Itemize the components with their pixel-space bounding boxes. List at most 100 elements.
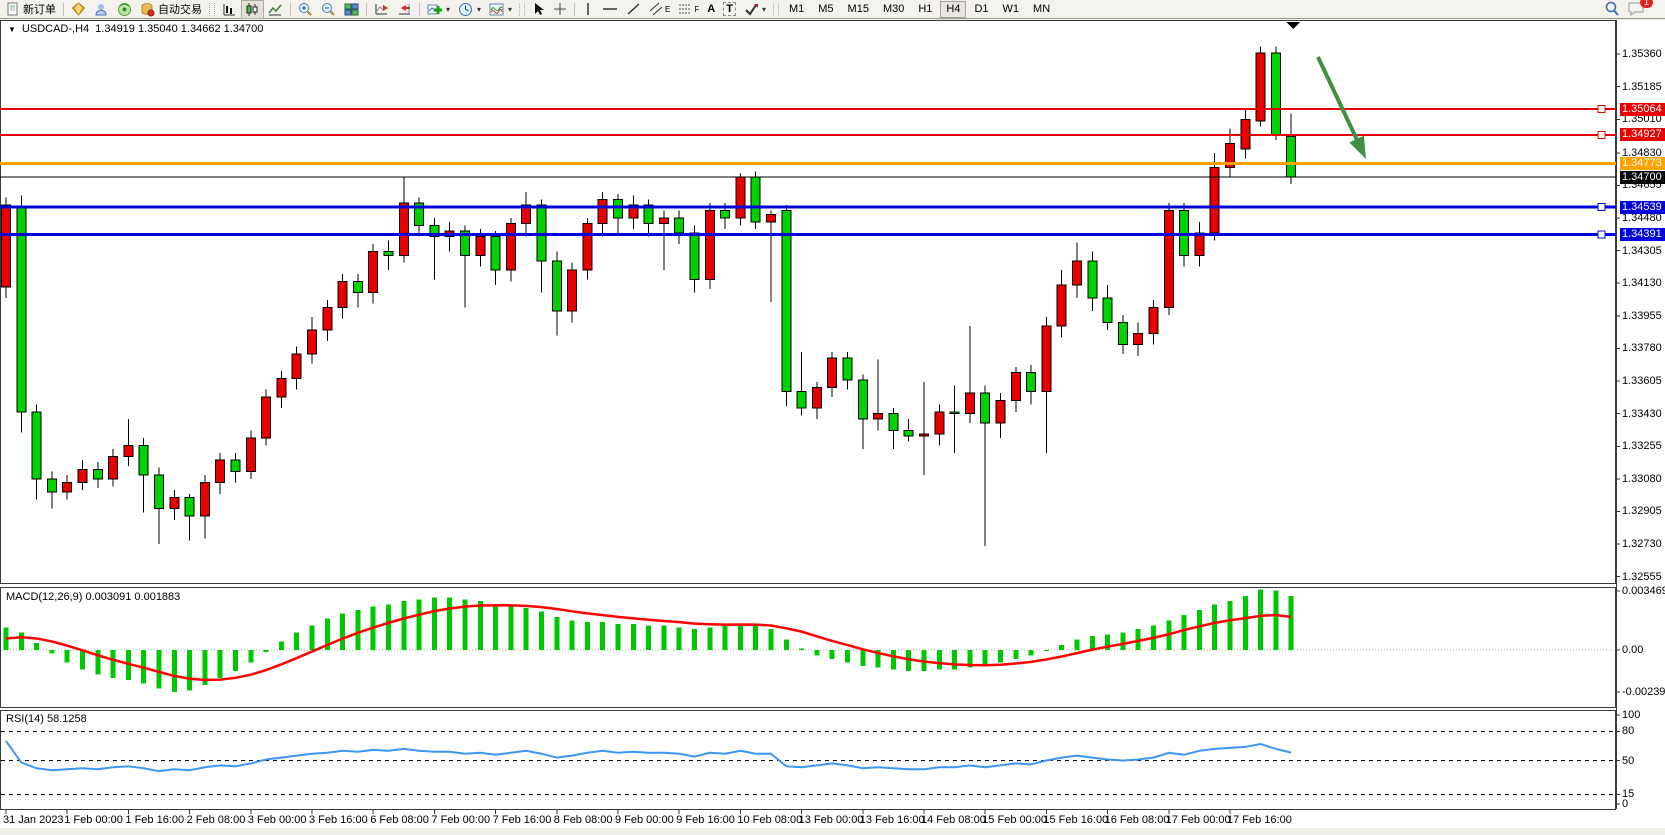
profile-button[interactable] (90, 0, 113, 19)
timeframe-h1[interactable]: H1 (918, 2, 933, 15)
timeframe-mn[interactable]: MN (1033, 2, 1051, 15)
timeframe-d1[interactable]: D1 (974, 2, 989, 15)
vertical-line-icon (587, 3, 589, 15)
trendline-button[interactable] (622, 0, 645, 19)
rsi-axis-label: 15 (1622, 788, 1635, 801)
separator (574, 2, 576, 16)
fibonacci-button[interactable]: F (674, 0, 703, 19)
indicators-button[interactable]: ▾ (423, 0, 454, 19)
autotrading-button[interactable]: 自动交易 (136, 0, 206, 19)
price-axis-label: 1.34305 (1622, 244, 1662, 257)
trendline-icon (627, 3, 640, 15)
price-line-badge: 1.34391 (1620, 228, 1665, 242)
price-axis-label: 1.33430 (1622, 407, 1662, 420)
main-panel[interactable] (0, 20, 1616, 584)
autotrading-label: 自动交易 (158, 4, 202, 16)
text-label-button[interactable]: T (719, 0, 740, 19)
price-line-badge: 1.35064 (1620, 102, 1665, 116)
price-axis-label: 1.35010 (1622, 113, 1662, 126)
zoom-in-button[interactable] (294, 0, 317, 19)
new-order-button[interactable]: 新订单 (2, 0, 60, 19)
timeframe-m30[interactable]: M30 (882, 2, 905, 15)
time-axis-ticks (5, 810, 1231, 814)
crosshair-button[interactable] (549, 0, 571, 19)
price-line-badge: 1.34700 (1620, 170, 1665, 184)
tile-windows-button[interactable] (340, 0, 363, 19)
time-axis-label: 15 Feb 00:00 (982, 814, 1048, 826)
candlestick-button[interactable] (241, 0, 264, 19)
chevron-down-icon: ▾ (761, 4, 766, 14)
chevron-down-icon: ▾ (508, 4, 513, 14)
time-axis-label: 31 Jan 2023 (3, 814, 64, 826)
add-indicator-icon (427, 4, 442, 14)
rsi-axis-label: 50 (1622, 754, 1635, 767)
time-axis-label: 15 Feb 16:00 (1043, 814, 1109, 826)
rsi-series (1, 730, 1615, 795)
macd-panel[interactable] (0, 587, 1616, 708)
vertical-line-button[interactable] (578, 0, 598, 19)
time-axis-label: 14 Feb 08:00 (921, 814, 986, 826)
time-axis-label: 9 Feb 00:00 (615, 814, 674, 826)
channel-letter: E (665, 4, 671, 14)
time-axis-label: 8 Feb 08:00 (553, 814, 613, 826)
bar-chart-button[interactable] (218, 0, 241, 19)
channel-button[interactable]: E (645, 0, 674, 19)
collapse-triangle-icon[interactable]: ▼ (8, 24, 16, 34)
time-axis-label: 3 Feb 16:00 (309, 814, 368, 826)
zoom-out-button[interactable] (317, 0, 340, 19)
timeframe-m1[interactable]: M1 (788, 2, 805, 15)
macd-axis-label: 0.00 (1622, 644, 1644, 656)
macd-label: MACD(12,26,9) 0.003091 0.001883 (6, 591, 181, 603)
text-button[interactable]: A (703, 0, 719, 19)
rsi-axis-label: 0 (1622, 798, 1629, 810)
chart-shift-button[interactable] (393, 0, 416, 19)
price-axis-label: 1.32555 (1622, 570, 1662, 583)
arrows-button[interactable]: ▾ (740, 0, 770, 19)
search-icon (1605, 1, 1619, 16)
signal-button[interactable] (113, 0, 136, 19)
time-axis-label: 1 Feb 00:00 (64, 814, 123, 826)
templates-button[interactable]: ▾ (485, 0, 516, 19)
horizontal-price-lines[interactable] (0, 105, 1616, 239)
price-axis-label: 1.33955 (1622, 309, 1662, 322)
line-chart-icon (268, 4, 282, 15)
main-chart-canvas[interactable] (0, 20, 1665, 828)
notifications-button[interactable]: 1 (1624, 0, 1653, 19)
timeframe-w1[interactable]: W1 (1002, 2, 1020, 15)
time-axis-label: 13 Feb 00:00 (798, 814, 864, 826)
periods-button[interactable]: ▾ (454, 0, 485, 19)
search-button[interactable] (1600, 0, 1624, 19)
price-axis-area[interactable] (1616, 20, 1665, 809)
timeframe-m15[interactable]: M15 (847, 2, 869, 15)
price-axis-label: 1.32905 (1622, 505, 1662, 518)
macd-signal-line (5, 603, 1292, 682)
cursor-button[interactable] (528, 0, 549, 19)
timeframe-h4[interactable]: H4 (940, 0, 967, 18)
fibo-letter: F (694, 4, 700, 14)
diamond-button[interactable] (67, 0, 90, 19)
zoom-in-icon (299, 2, 312, 16)
rsi-line (5, 740, 1292, 773)
rsi-axis-label: 80 (1622, 725, 1635, 738)
macd-axis-label: 0.003469 (1622, 585, 1665, 597)
chart-shift-marker[interactable] (1286, 22, 1300, 29)
time-axis-label: 16 Feb 08:00 (1104, 814, 1170, 826)
symbol-period-label: USDCAD-,H4 (21, 23, 90, 35)
line-chart-button[interactable] (264, 0, 287, 19)
bar-chart-icon (223, 3, 235, 15)
auto-scroll-button[interactable] (370, 0, 393, 19)
time-axis-label: 17 Feb 16:00 (1227, 814, 1292, 826)
clock-icon (459, 2, 473, 16)
chart-shift-icon (399, 3, 410, 14)
arrows-tool-icon (745, 4, 758, 16)
price-line-badge: 1.34927 (1620, 128, 1665, 142)
notification-badge: 1 (1640, 0, 1653, 8)
horizontal-line-button[interactable] (598, 0, 622, 19)
price-axis-label: 1.33605 (1622, 375, 1662, 388)
price-axis-label: 1.35360 (1622, 48, 1662, 61)
separator (366, 2, 367, 16)
trend-arrow-annotation[interactable] (1316, 56, 1366, 159)
timeframe-m5[interactable]: M5 (818, 2, 834, 15)
